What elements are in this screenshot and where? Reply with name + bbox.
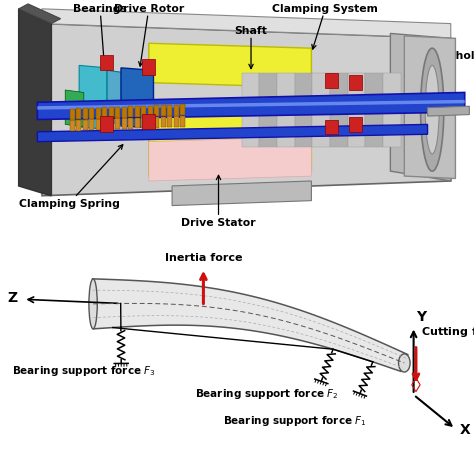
Polygon shape [330,74,347,147]
Polygon shape [149,44,311,88]
Bar [167,106,172,117]
Polygon shape [347,74,365,147]
Text: Bearings: Bearings [73,4,127,67]
Polygon shape [428,107,469,117]
Bar [181,117,185,127]
Polygon shape [121,69,154,129]
Ellipse shape [399,354,410,372]
Polygon shape [42,25,451,196]
Text: Toolholder: Toolholder [417,51,474,91]
Bar [174,106,179,116]
Text: Cutting force $F$: Cutting force $F$ [420,324,474,338]
Bar [76,120,81,131]
Bar [161,106,165,117]
Ellipse shape [89,279,97,329]
Polygon shape [242,74,259,147]
Text: Bearing support force $F_1$: Bearing support force $F_1$ [223,413,367,427]
Bar [142,114,155,130]
Polygon shape [277,74,295,147]
Text: Shaft: Shaft [235,26,267,69]
Polygon shape [79,66,107,130]
Bar [325,74,338,88]
Polygon shape [19,5,61,25]
Polygon shape [149,138,311,181]
Bar [109,108,114,119]
Polygon shape [92,279,408,372]
Polygon shape [19,10,51,196]
Bar [135,107,139,118]
Bar [148,118,153,129]
Bar [90,109,94,119]
Polygon shape [37,93,465,120]
Polygon shape [42,10,451,39]
Bar [148,106,153,117]
Bar [102,119,107,130]
Bar [181,105,185,116]
Text: Y: Y [416,309,426,323]
Bar [128,119,133,129]
Text: Inertia force: Inertia force [164,252,242,263]
Polygon shape [391,34,451,181]
Bar [128,107,133,118]
Polygon shape [37,125,428,142]
Polygon shape [37,100,465,110]
Ellipse shape [425,66,439,155]
Bar [100,117,113,132]
Polygon shape [259,74,277,147]
Polygon shape [404,37,456,179]
Bar [109,119,114,130]
Bar [122,107,127,118]
Polygon shape [383,74,401,147]
Text: Z: Z [8,290,18,304]
Polygon shape [312,74,330,147]
Bar [348,118,362,132]
Ellipse shape [420,49,444,172]
Bar [135,118,139,129]
Polygon shape [365,74,383,147]
Bar [174,117,179,128]
Text: Clamping System: Clamping System [273,4,378,50]
Bar [155,106,159,117]
Bar [115,119,120,130]
Polygon shape [172,181,311,206]
Bar [167,117,172,128]
Bar [325,120,338,135]
Bar [76,109,81,120]
Polygon shape [149,98,311,177]
Bar [155,118,159,128]
Bar [70,109,74,120]
Bar [83,109,88,120]
Polygon shape [65,91,84,128]
Bar [122,119,127,130]
Bar [115,108,120,119]
Bar [141,107,146,118]
Bar [100,56,113,71]
Text: Drive Stator: Drive Stator [181,176,256,228]
Bar [83,120,88,131]
Bar [348,76,362,91]
Bar [70,121,74,131]
Bar [90,120,94,131]
Polygon shape [295,74,312,147]
Bar [142,60,155,76]
Text: Bearing support force $F_3$: Bearing support force $F_3$ [12,363,155,377]
Bar [161,117,165,128]
Bar [102,108,107,119]
Text: Bearing support force $F_2$: Bearing support force $F_2$ [195,386,339,400]
Bar [96,108,100,119]
Text: X: X [460,423,471,437]
Bar [141,118,146,129]
Text: Clamping Spring: Clamping Spring [19,145,123,208]
Polygon shape [107,71,126,125]
Text: Drive Rotor: Drive Rotor [114,4,184,67]
Bar [96,120,100,131]
